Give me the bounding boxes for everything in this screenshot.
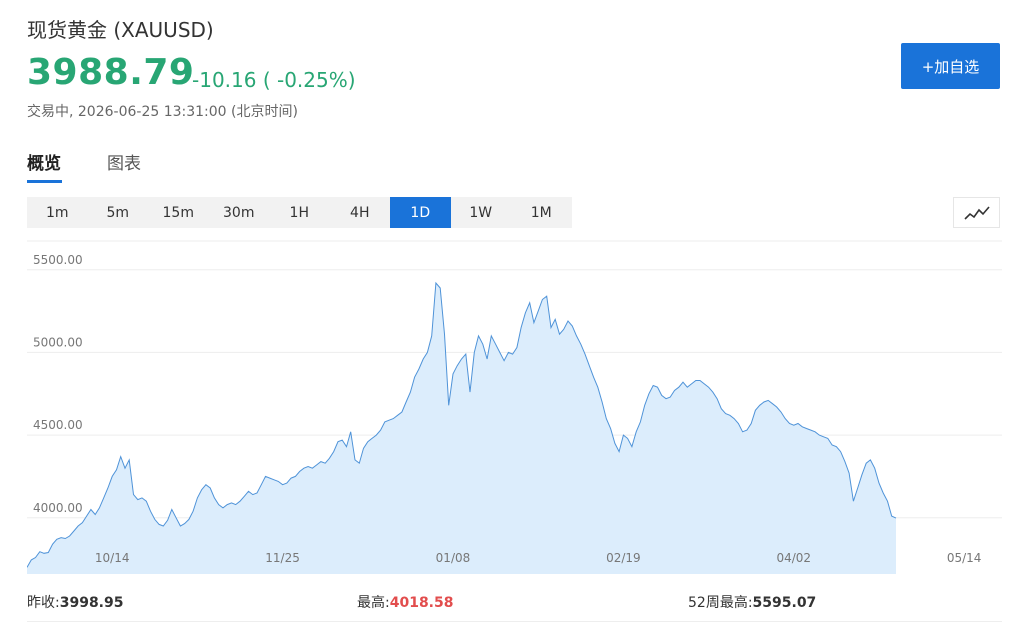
prev-close-stat: 昨收:3998.95 <box>27 592 123 612</box>
instrument-title: 现货黄金 (XAUUSD) <box>27 18 214 42</box>
day-high-value: 4018.58 <box>389 595 454 611</box>
x-tick-label: 02/19 <box>606 551 641 565</box>
period-1d[interactable]: 1D <box>390 197 451 228</box>
high52-stat: 52周最高:5595.07 <box>688 592 816 612</box>
chart-type-button[interactable] <box>953 197 1000 228</box>
day-high-stat: 最高:4018.58 <box>357 592 453 612</box>
period-5m[interactable]: 5m <box>106 204 130 221</box>
high52-value: 5595.07 <box>752 595 817 611</box>
line-chart-icon <box>963 205 990 220</box>
trading-status: 交易中, 2026-06-25 13:31:00 (北京时间) <box>27 104 298 120</box>
prev-close-label: 昨收: <box>27 595 60 611</box>
add-to-watchlist-button[interactable]: +加自选 <box>901 43 1000 89</box>
x-tick-label: 11/25 <box>265 551 300 565</box>
period-15m[interactable]: 15m <box>162 204 194 221</box>
period-4h[interactable]: 4H <box>350 204 370 221</box>
day-high-label: 最高: <box>357 595 390 611</box>
current-price: 3988.79 <box>27 52 195 93</box>
y-tick-label: 5500.00 <box>33 253 83 267</box>
y-tick-label: 5000.00 <box>33 335 83 349</box>
period-1m[interactable]: 1m <box>45 204 69 221</box>
period-selector: 1m 5m 15m 30m 1H 4H 1D 1W 1M <box>27 197 572 228</box>
price-line <box>26 281 897 568</box>
price-area <box>27 283 896 574</box>
period-1w[interactable]: 1W <box>469 204 493 221</box>
tab-overview[interactable]: 概览 <box>27 154 61 174</box>
price-change: -10.16 ( -0.25%) <box>192 68 356 92</box>
y-tick-label: 4500.00 <box>33 418 83 432</box>
period-1h[interactable]: 1H <box>289 204 309 221</box>
prev-close-value: 3998.95 <box>59 595 124 611</box>
x-tick-label: 05/14 <box>947 551 982 565</box>
active-tab-indicator <box>27 180 62 183</box>
high52-label: 52周最高: <box>688 595 753 611</box>
tab-chart[interactable]: 图表 <box>107 154 141 174</box>
price-chart[interactable]: 5500.00 5000.00 4500.00 4000.00 10/14 11/25 0… <box>26 240 1002 576</box>
period-1mo[interactable]: 1M <box>530 204 552 221</box>
x-tick-label: 04/02 <box>776 551 811 565</box>
x-tick-label: 10/14 <box>95 551 130 565</box>
y-tick-label: 4000.00 <box>33 501 83 515</box>
period-30m[interactable]: 30m <box>223 204 255 221</box>
x-tick-label: 01/08 <box>436 551 471 565</box>
